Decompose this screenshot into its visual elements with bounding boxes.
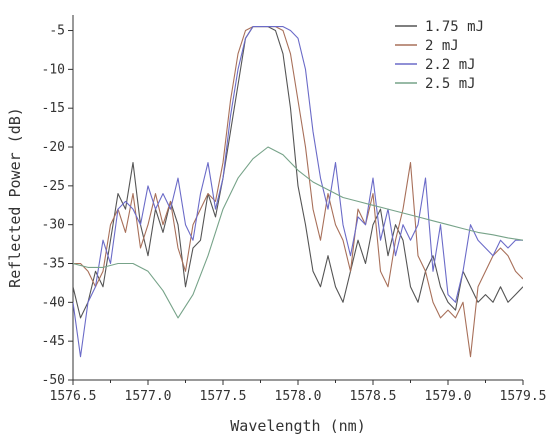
legend-label-3: 2.2 mJ bbox=[425, 57, 476, 73]
y-tick-label: -50 bbox=[42, 373, 65, 388]
legend-label-1: 1.75 mJ bbox=[425, 19, 484, 35]
x-tick-label: 1576.5 bbox=[50, 389, 97, 404]
series-line-3 bbox=[73, 26, 523, 358]
x-tick-label: 1579.0 bbox=[425, 389, 472, 404]
series-line-4 bbox=[73, 146, 523, 319]
y-tick-label: -30 bbox=[42, 218, 65, 233]
x-tick-label: 1578.0 bbox=[275, 389, 322, 404]
legend: 1.75 mJ 2 mJ 2.2 mJ 2.5 mJ bbox=[395, 19, 484, 92]
y-tick-label: -35 bbox=[42, 257, 65, 272]
series-lines bbox=[73, 26, 523, 358]
x-tick-label: 1577.0 bbox=[125, 389, 172, 404]
ticks: 1576.5 1577.0 1577.5 1578.0 1578.5 1579.0 1579… bbox=[42, 24, 547, 404]
y-tick-label: -20 bbox=[42, 140, 65, 155]
legend-label-2: 2 mJ bbox=[425, 38, 459, 54]
series-line-2 bbox=[73, 26, 523, 358]
x-tick-label: 1577.5 bbox=[200, 389, 247, 404]
y-tick-label: -45 bbox=[42, 334, 65, 349]
legend-label-4: 2.5 mJ bbox=[425, 76, 476, 92]
x-tick-label: 1578.5 bbox=[350, 389, 397, 404]
y-tick-label: -25 bbox=[42, 179, 65, 194]
y-tick-label: -40 bbox=[42, 295, 65, 310]
y-tick-label: -10 bbox=[42, 62, 65, 77]
x-tick-label: 1579.5 bbox=[500, 389, 547, 404]
y-tick-label: -5 bbox=[49, 24, 65, 39]
y-tick-label: -15 bbox=[42, 101, 65, 116]
x-axis-title: Wavelength (nm) bbox=[230, 417, 365, 435]
y-axis-title: Reflected Power (dB) bbox=[6, 107, 24, 288]
series-line-1 bbox=[73, 26, 523, 319]
